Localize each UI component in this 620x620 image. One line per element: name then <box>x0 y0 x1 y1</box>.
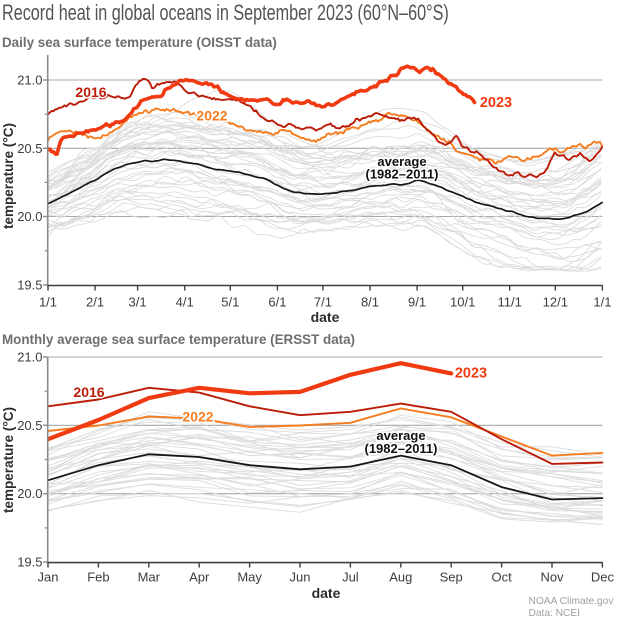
svg-text:20.0: 20.0 <box>17 486 42 501</box>
svg-text:Record heat in global oceans i: Record heat in global oceans in Septembe… <box>2 1 449 26</box>
svg-text:Aug: Aug <box>389 570 412 585</box>
svg-text:2/1: 2/1 <box>86 295 104 310</box>
svg-text:20.5: 20.5 <box>17 418 42 433</box>
svg-text:2023: 2023 <box>455 366 487 382</box>
svg-text:Data: NCEI: Data: NCEI <box>529 608 581 619</box>
svg-text:12/1: 12/1 <box>543 295 568 310</box>
svg-text:Sep: Sep <box>440 570 463 585</box>
svg-text:Jan: Jan <box>38 570 59 585</box>
svg-text:Feb: Feb <box>87 570 109 585</box>
svg-text:(1982–2011): (1982–2011) <box>365 167 438 182</box>
svg-text:Nov: Nov <box>540 570 564 585</box>
svg-text:9/1: 9/1 <box>408 295 426 310</box>
svg-text:21.0: 21.0 <box>17 350 42 365</box>
svg-text:Jun: Jun <box>290 570 311 585</box>
svg-text:temperature (°C): temperature (°C) <box>1 407 16 513</box>
svg-text:May: May <box>237 570 262 585</box>
svg-text:20.5: 20.5 <box>17 141 42 156</box>
svg-text:21.0: 21.0 <box>17 73 42 88</box>
svg-text:2022: 2022 <box>196 108 227 124</box>
svg-text:6/1: 6/1 <box>268 295 286 310</box>
svg-text:temperature (°C): temperature (°C) <box>1 123 16 229</box>
svg-text:(1982–2011): (1982–2011) <box>364 441 437 456</box>
svg-text:10/1: 10/1 <box>450 295 475 310</box>
svg-text:date: date <box>311 309 340 325</box>
svg-text:NOAA Climate.gov: NOAA Climate.gov <box>529 596 615 607</box>
svg-text:19.5: 19.5 <box>17 278 42 293</box>
svg-text:Oct: Oct <box>491 570 512 585</box>
svg-text:average: average <box>376 428 425 443</box>
svg-text:2016: 2016 <box>73 384 104 400</box>
svg-text:Dec: Dec <box>591 570 615 585</box>
svg-text:Mar: Mar <box>138 570 161 585</box>
svg-text:2016: 2016 <box>75 84 106 100</box>
svg-text:5/1: 5/1 <box>221 295 239 310</box>
svg-text:4/1: 4/1 <box>176 295 194 310</box>
svg-text:11/1: 11/1 <box>498 295 522 310</box>
svg-text:7/1: 7/1 <box>314 295 332 310</box>
svg-text:1/1: 1/1 <box>39 295 57 310</box>
svg-text:3/1: 3/1 <box>129 295 147 310</box>
svg-text:date: date <box>312 585 341 601</box>
svg-text:1/1: 1/1 <box>593 295 611 310</box>
svg-text:2023: 2023 <box>480 95 512 111</box>
svg-text:2022: 2022 <box>182 409 213 425</box>
svg-text:Monthly average sea surface te: Monthly average sea surface temperature … <box>2 331 355 347</box>
svg-text:average: average <box>377 154 426 169</box>
svg-text:Daily sea surface temperature: Daily sea surface temperature (OISST dat… <box>2 33 277 49</box>
svg-text:19.5: 19.5 <box>17 555 42 570</box>
svg-text:Jul: Jul <box>342 570 359 585</box>
svg-text:Apr: Apr <box>189 570 210 585</box>
svg-text:8/1: 8/1 <box>361 295 379 310</box>
svg-text:20.0: 20.0 <box>17 209 42 224</box>
